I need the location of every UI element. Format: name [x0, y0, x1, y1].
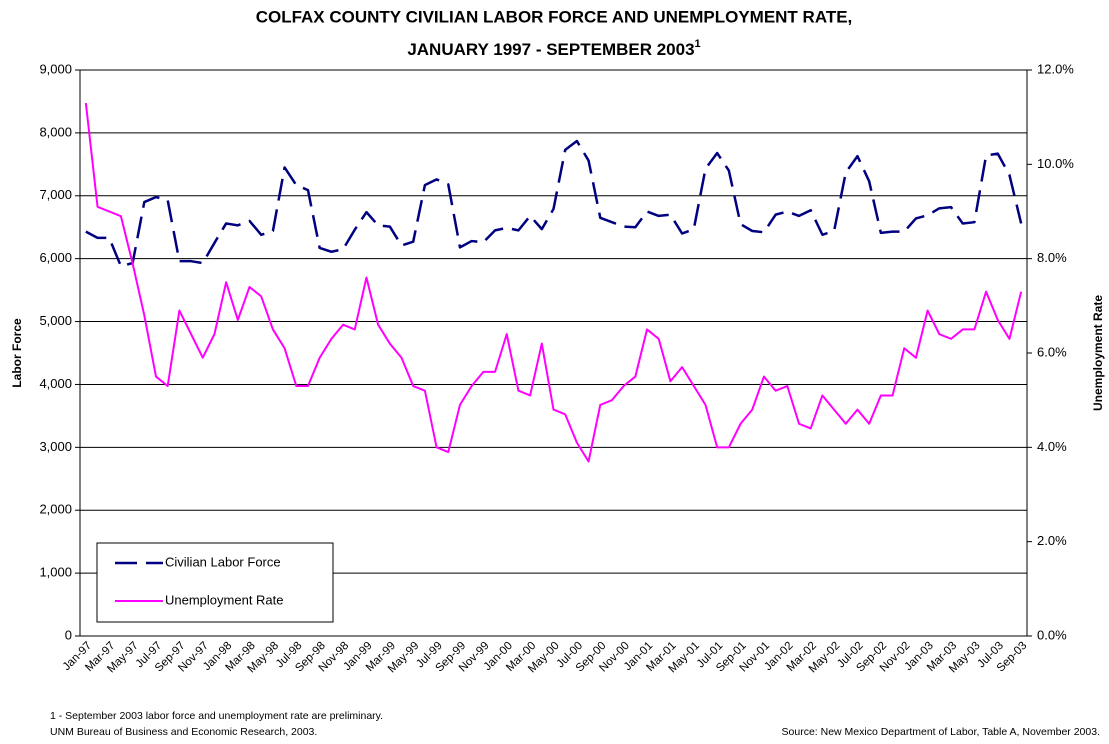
- y2-tick-label: 0.0%: [1037, 627, 1067, 642]
- y2-tick-label: 2.0%: [1037, 533, 1067, 548]
- y-tick-label: 2,000: [39, 502, 72, 517]
- source-note: Source: New Mexico Department of Labor, …: [782, 726, 1100, 738]
- chart-title: COLFAX COUNTY CIVILIAN LABOR FORCE AND U…: [256, 7, 853, 26]
- series-line: [85, 139, 1023, 268]
- y-tick-label: 7,000: [39, 187, 72, 202]
- y2-tick-label: 4.0%: [1037, 439, 1067, 454]
- subtitle-text: JANUARY 1997 - SEPTEMBER 2003: [407, 40, 694, 59]
- y-tick-label: 8,000: [39, 124, 72, 139]
- footnote: UNM Bureau of Business and Economic Rese…: [50, 726, 317, 738]
- series-line: [84, 102, 1023, 463]
- y2-axis-title: Unemployment Rate: [1091, 295, 1105, 411]
- legend: Civilian Labor Force Unemployment Rate: [96, 542, 334, 623]
- footnote: 1 - September 2003 labor force and unemp…: [50, 710, 383, 722]
- chart-subtitle: JANUARY 1997 - SEPTEMBER 20031: [407, 38, 700, 60]
- legend-box: [96, 542, 334, 623]
- y-tick-label: 3,000: [39, 439, 72, 454]
- y2-tick-label: 10.0%: [1037, 156, 1074, 171]
- y2-tick-label: 12.0%: [1037, 61, 1074, 76]
- y-tick-label: 5,000: [39, 313, 72, 328]
- y-axis-title: Labor Force: [10, 318, 24, 388]
- footnote-marker: 1: [695, 38, 701, 50]
- legend-label: Unemployment Rate: [165, 592, 284, 607]
- y-tick-label: 1,000: [39, 565, 72, 580]
- y-tick-label: 4,000: [39, 376, 72, 391]
- legend-label: Civilian Labor Force: [165, 554, 281, 569]
- y2-tick-label: 8.0%: [1037, 250, 1067, 265]
- y2-tick-label: 6.0%: [1037, 344, 1067, 359]
- y-tick-label: 0: [65, 627, 72, 642]
- y-tick-label: 6,000: [39, 250, 72, 265]
- y-tick-label: 9,000: [39, 61, 72, 76]
